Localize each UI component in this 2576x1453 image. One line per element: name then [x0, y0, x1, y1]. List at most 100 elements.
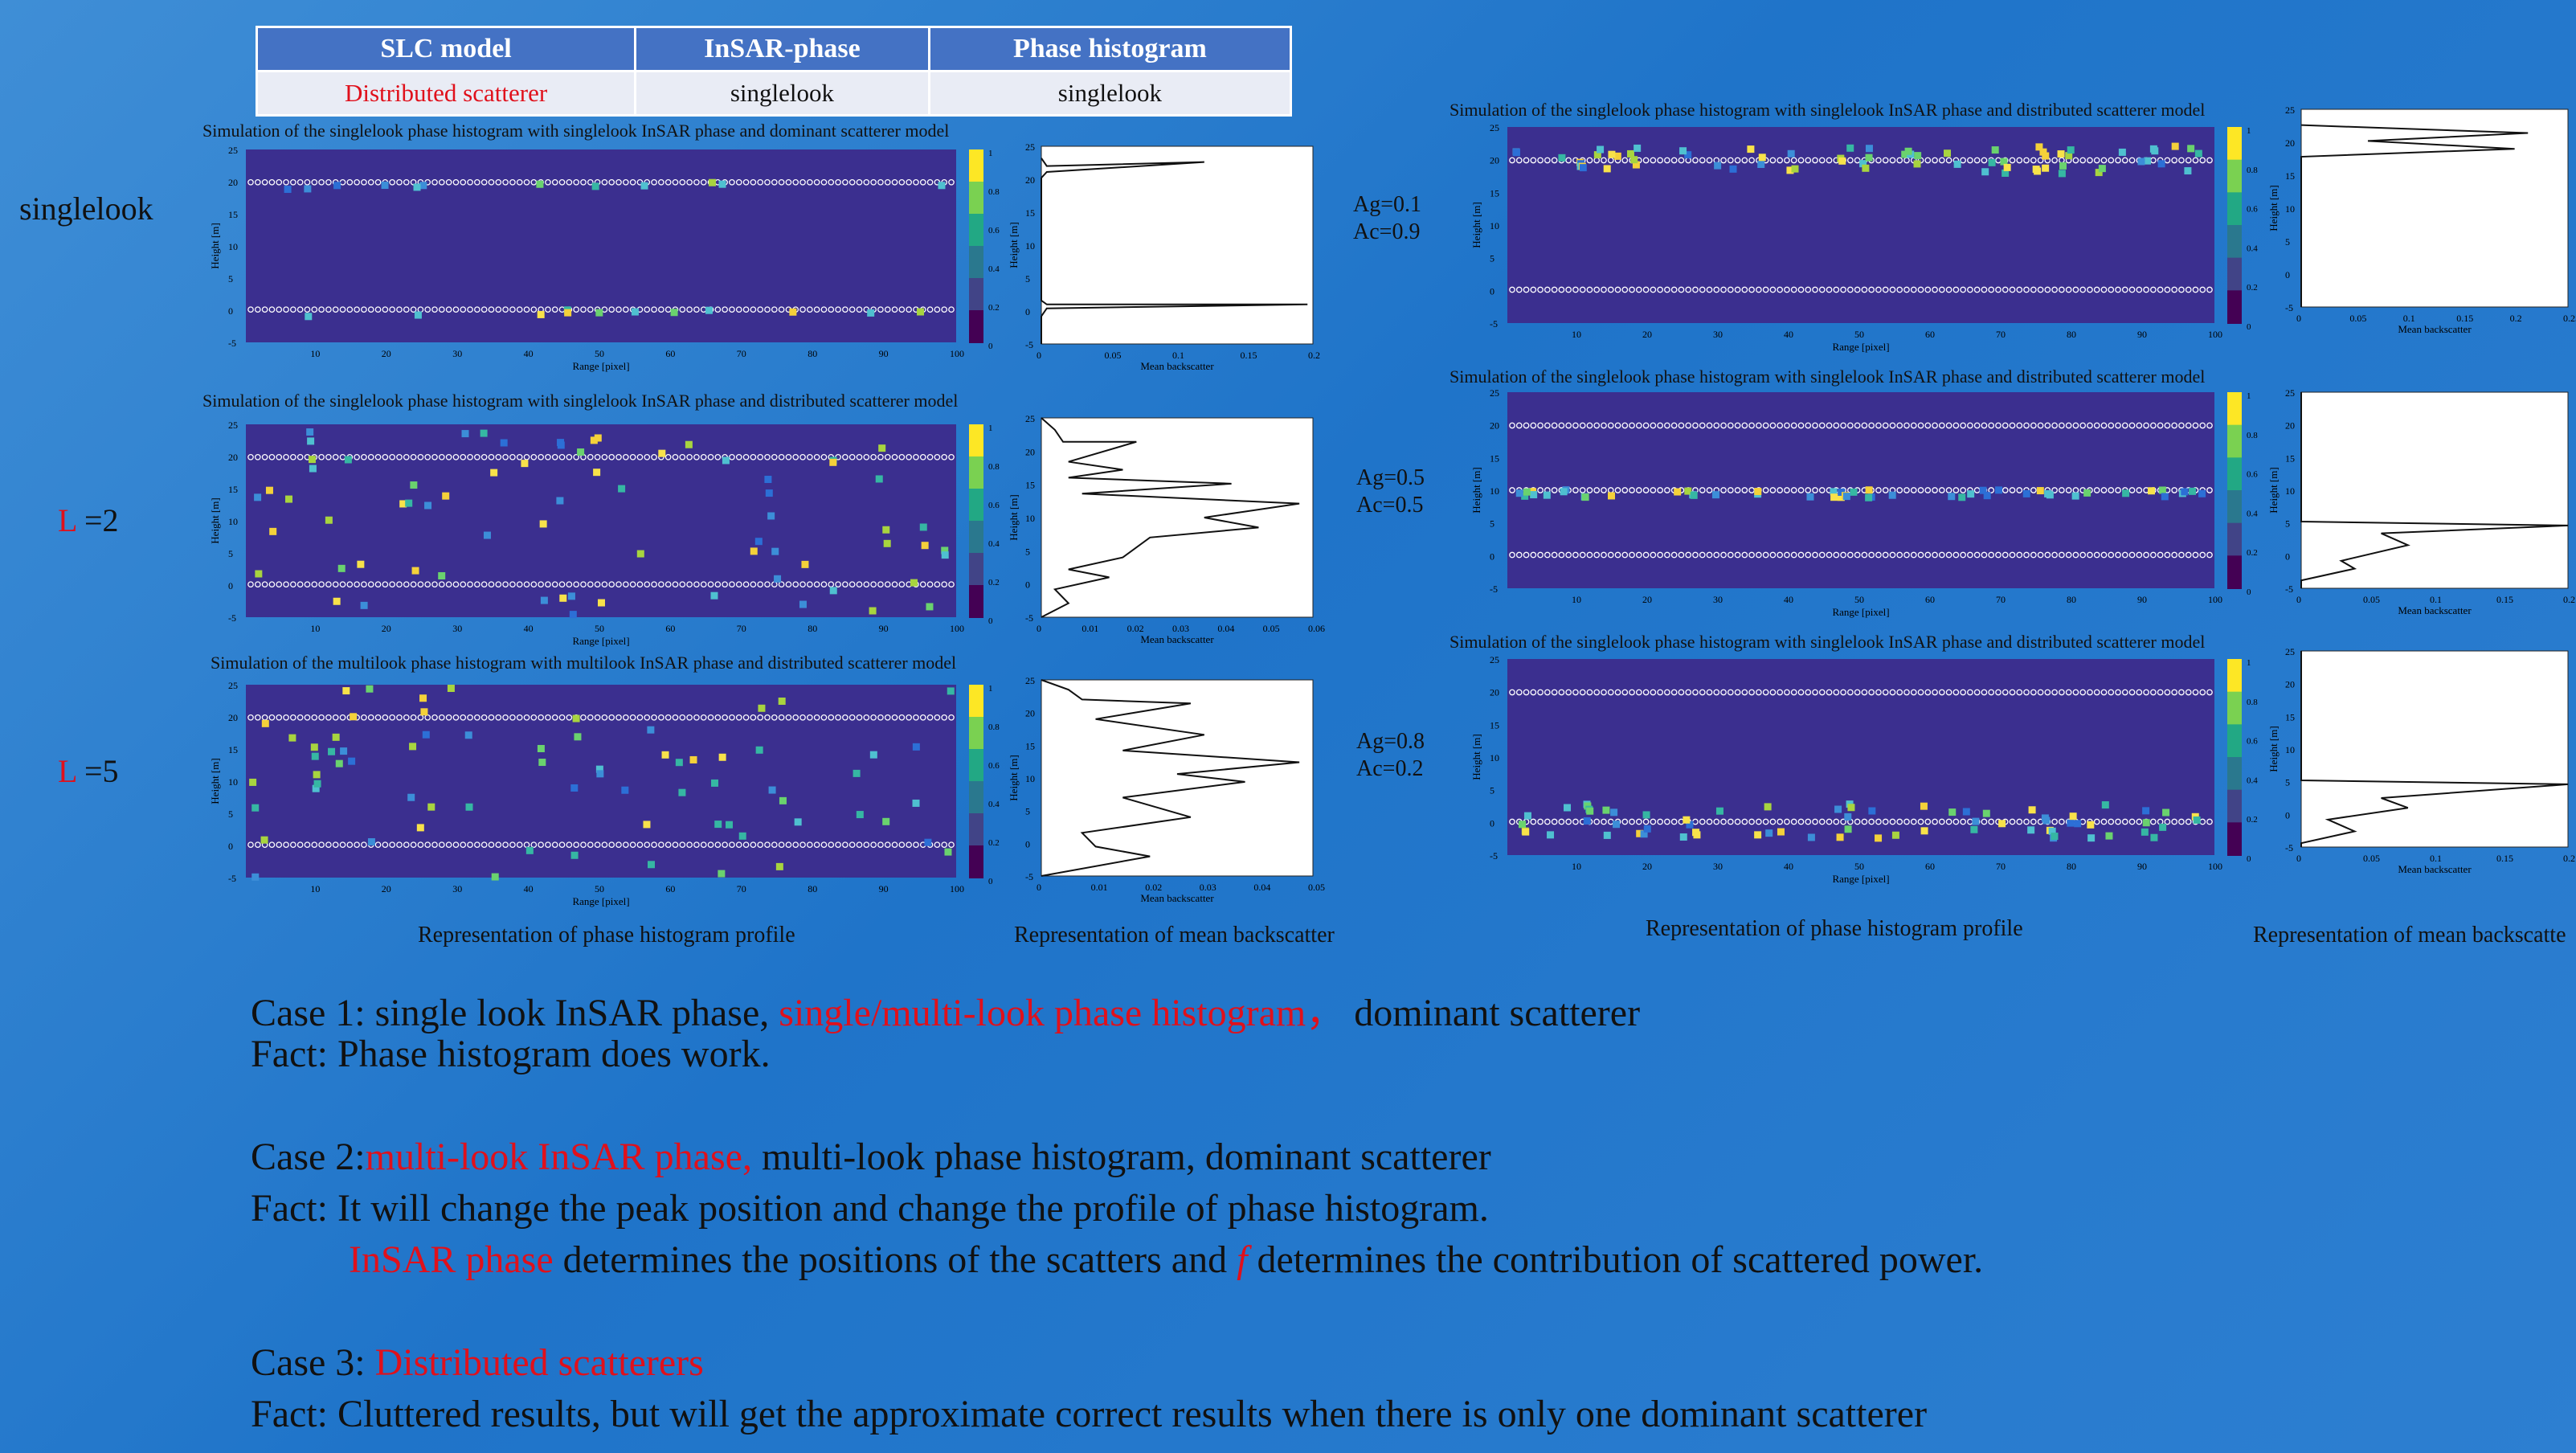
scatter-marker: [735, 178, 742, 186]
scatter-marker: [934, 453, 941, 460]
y-tick-label: 25: [1490, 654, 1499, 665]
x-tick-label: 50: [595, 623, 604, 634]
scatter-marker: [2108, 157, 2115, 164]
scatter-marker: [707, 841, 714, 849]
scatter-marker: [374, 306, 382, 313]
scatter-marker: [693, 581, 700, 588]
scatter-marker: [1889, 157, 1896, 164]
scatter-marker: [1748, 422, 1755, 429]
scatter-marker: [318, 581, 325, 588]
scatter-marker: [1995, 551, 2002, 559]
histogram-cell: [941, 551, 949, 559]
scatter-marker: [615, 581, 622, 588]
histogram-cell: [1836, 833, 1844, 841]
scatter-marker: [502, 306, 509, 313]
histogram-cell: [1982, 809, 1990, 817]
scatter-marker: [1692, 689, 1699, 696]
scatter-marker: [311, 841, 318, 849]
scatter-marker: [707, 453, 714, 460]
scatter-marker: [1727, 286, 1734, 293]
histogram-cell: [1888, 491, 1896, 499]
colorbar-tick: 0.6: [988, 226, 1000, 235]
scatter-marker: [2185, 551, 2192, 559]
x-tick-label: 0.06: [1308, 623, 1325, 634]
scatter-marker: [622, 714, 629, 721]
scatter-marker: [1558, 286, 1565, 293]
scatter-marker: [502, 841, 509, 849]
scatter-marker: [2016, 286, 2023, 293]
histogram-cell: [631, 308, 639, 316]
scatter-marker: [941, 453, 948, 460]
scatter-marker: [1509, 689, 1515, 696]
histogram-cell: [1865, 493, 1873, 501]
scatter-marker: [884, 714, 891, 721]
scatter-marker: [495, 178, 502, 186]
colorbar-tick: 1: [2247, 126, 2251, 136]
scatter-marker: [742, 453, 750, 460]
scatter-marker: [1642, 689, 1650, 696]
x-tick-label: 80: [808, 623, 817, 634]
histogram-cell: [590, 436, 598, 444]
histogram-cell: [333, 597, 341, 605]
histogram-cell: [344, 456, 352, 464]
scatter-marker: [651, 306, 657, 313]
histogram-cell: [829, 458, 837, 466]
scatter-marker: [644, 453, 651, 460]
histogram-cell: [1981, 168, 1989, 176]
scatter-marker: [1741, 286, 1748, 293]
colorbar-segment: [969, 149, 983, 182]
scatter-marker: [396, 841, 403, 849]
scatter-marker: [870, 178, 877, 186]
colorbar-tick: 0.2: [988, 838, 1000, 848]
scatter-marker: [523, 306, 530, 313]
scatter-marker: [516, 581, 523, 588]
histogram-cell: [461, 430, 469, 438]
scatter-marker: [304, 841, 311, 849]
scatter-marker: [509, 714, 516, 721]
scatter-marker: [2115, 551, 2121, 559]
scatter-marker: [1903, 422, 1910, 429]
scatter-marker: [1917, 286, 1924, 293]
scatter-marker: [1910, 818, 1917, 825]
scatter-marker: [771, 178, 778, 186]
scatter-marker: [1973, 157, 1981, 164]
histogram-cell: [447, 685, 455, 693]
scatter-marker: [1537, 157, 1544, 164]
scatter-marker: [842, 178, 848, 186]
scatter-marker: [1988, 487, 1995, 493]
scatter-marker: [318, 841, 325, 849]
scatter-marker: [1509, 157, 1515, 164]
scatter-marker: [339, 581, 346, 588]
histogram-cell: [251, 804, 260, 812]
scatter-marker: [601, 714, 608, 721]
scatter-marker: [2171, 286, 2178, 293]
scatter-marker: [403, 306, 410, 313]
scatter-marker: [1889, 818, 1896, 825]
scatter-marker: [672, 714, 679, 721]
scatter-marker: [2206, 487, 2213, 493]
scatter-marker: [778, 178, 785, 186]
histogram-cell: [1693, 831, 1701, 839]
x-tick-label: 40: [1784, 861, 1793, 872]
scatter-marker: [707, 581, 714, 588]
scatter-marker: [1565, 157, 1572, 164]
scatter-marker: [1572, 286, 1579, 293]
colorbar-segment: [969, 749, 983, 782]
scatter-marker: [1621, 487, 1629, 493]
colorbar-tick: 1: [988, 149, 993, 158]
x-tick-label: 70: [1996, 861, 2006, 872]
histogram-cell: [269, 527, 277, 535]
scatter-marker: [700, 581, 707, 588]
scatter-marker: [601, 841, 608, 849]
y-tick-label: -5: [1490, 850, 1498, 862]
scatter-marker: [1537, 286, 1544, 293]
scatter-marker: [1805, 422, 1812, 429]
histogram-cell: [2158, 486, 2166, 494]
scatter-marker: [1762, 422, 1769, 429]
scatter-marker: [424, 841, 431, 849]
scatter-marker: [948, 178, 955, 186]
histogram-cell: [539, 520, 547, 528]
scatter-marker: [382, 841, 389, 849]
scatter-marker: [268, 581, 276, 588]
scatter-marker: [1790, 422, 1797, 429]
